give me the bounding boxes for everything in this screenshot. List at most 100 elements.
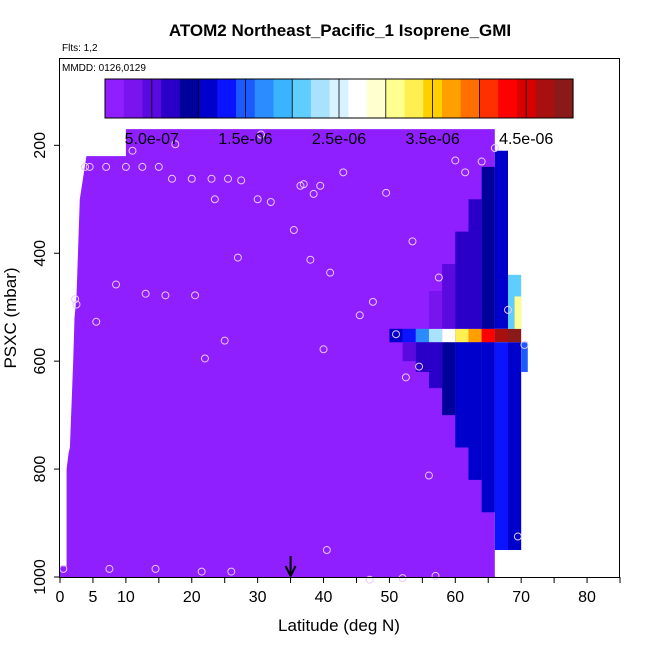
colorbar-swatch	[105, 79, 125, 118]
colorbar-swatch	[535, 79, 555, 118]
x-tick-label: 20	[183, 589, 201, 606]
field-cell	[402, 328, 416, 343]
observation-point	[72, 300, 81, 309]
observation-point	[322, 546, 331, 555]
observation-point	[187, 174, 196, 183]
observation-point	[85, 162, 94, 171]
observation-point	[392, 330, 400, 339]
observation-point	[309, 189, 318, 198]
x-tick-label: 60	[446, 589, 464, 606]
observation-point	[141, 289, 150, 298]
observation-point	[112, 280, 120, 289]
x-tick-label: 80	[578, 589, 596, 606]
x-tick-label: 10	[117, 589, 135, 606]
observation-point	[306, 255, 315, 264]
observation-point	[368, 297, 377, 306]
observation-point	[451, 156, 460, 165]
field-cell	[455, 342, 469, 448]
observation-point	[415, 362, 424, 371]
y-tick-label: 400	[32, 240, 49, 267]
field-cell	[494, 328, 508, 343]
field-cell	[468, 342, 482, 480]
field-cell	[428, 291, 443, 329]
observation-point	[191, 291, 200, 300]
observation-point	[339, 168, 348, 177]
observation-points	[59, 130, 529, 584]
x-tick-label: 70	[512, 589, 530, 606]
y-tick-label: 1000	[32, 559, 49, 595]
field-cell	[494, 342, 508, 551]
colorbar-tick-label: 3.5e-06	[405, 131, 459, 148]
chart-title: ATOM2 Northeast_Pacific_1 Isoprene_GMI	[169, 21, 511, 40]
field-cell	[415, 342, 429, 372]
field-cell	[481, 342, 495, 513]
dates-label: MMDD: 0126,0129	[62, 63, 146, 74]
observation-point	[220, 336, 229, 345]
observation-point	[253, 195, 262, 204]
observation-point	[233, 253, 242, 262]
colorbar-swatch	[441, 79, 462, 118]
observation-point	[382, 188, 391, 197]
observation-point	[461, 168, 470, 177]
colorbar-swatch	[161, 79, 181, 118]
colorbar-swatch	[498, 79, 518, 118]
x-axis-title: Latitude (deg N)	[278, 616, 400, 635]
field-cell	[428, 328, 443, 343]
observation-point	[154, 162, 163, 171]
field-cell	[468, 328, 482, 343]
observation-point	[151, 564, 160, 573]
field-cell	[442, 328, 456, 343]
colorbar-swatch	[217, 79, 237, 118]
colorbar-swatch	[254, 79, 275, 118]
observation-point	[210, 195, 219, 204]
colorbar: 5.0e-07 1.5e-06 2.5e-06 3.5e-06 4.5e-06	[104, 78, 574, 148]
y-tick-label: 200	[32, 132, 49, 159]
observation-point	[224, 174, 232, 183]
observation-point	[200, 354, 209, 363]
x-tick-label: 0	[56, 589, 65, 606]
field-cell	[428, 342, 443, 389]
observation-point	[121, 162, 130, 171]
flights-label: Flts: 1,2	[62, 43, 98, 54]
observation-point	[520, 340, 529, 349]
observation-point	[401, 373, 410, 382]
heatmap-field	[60, 129, 528, 577]
colorbar-swatch	[367, 79, 387, 118]
observation-point	[138, 162, 147, 171]
field-background	[60, 129, 495, 577]
field-cell	[508, 328, 522, 343]
colorbar-swatch	[479, 79, 499, 118]
x-tick-label: 40	[315, 589, 333, 606]
observation-point	[105, 564, 114, 573]
observation-point	[128, 146, 137, 155]
plot-frame	[59, 58, 620, 578]
colorbar-tick-label: 5.0e-07	[125, 131, 179, 148]
field-cell	[442, 342, 456, 416]
field-cell	[494, 150, 508, 329]
field-cell	[402, 342, 416, 362]
y-tick-label: 800	[32, 456, 49, 483]
observation-point	[408, 237, 417, 246]
observation-point	[424, 471, 433, 480]
x-tick-label: 50	[381, 589, 399, 606]
observation-point	[490, 144, 499, 153]
field-cell	[514, 296, 522, 329]
observation-point	[316, 181, 325, 190]
field-cell	[415, 328, 429, 343]
observation-point	[513, 532, 522, 541]
colorbar-swatch	[554, 79, 574, 118]
observation-point	[431, 571, 440, 580]
observation-point	[161, 291, 170, 300]
observation-point	[326, 268, 335, 277]
colorbar-swatch	[198, 79, 218, 118]
colorbar-swatch	[123, 79, 144, 118]
observation-point	[365, 575, 374, 584]
y-tick-label: 600	[32, 348, 49, 375]
observation-point	[299, 180, 308, 189]
marker-arrow-head	[284, 565, 297, 579]
colorbar-tick-label: 2.5e-06	[312, 131, 366, 148]
field-cell	[455, 328, 469, 343]
observation-point	[398, 574, 407, 583]
x-tick-label: 30	[249, 589, 267, 606]
